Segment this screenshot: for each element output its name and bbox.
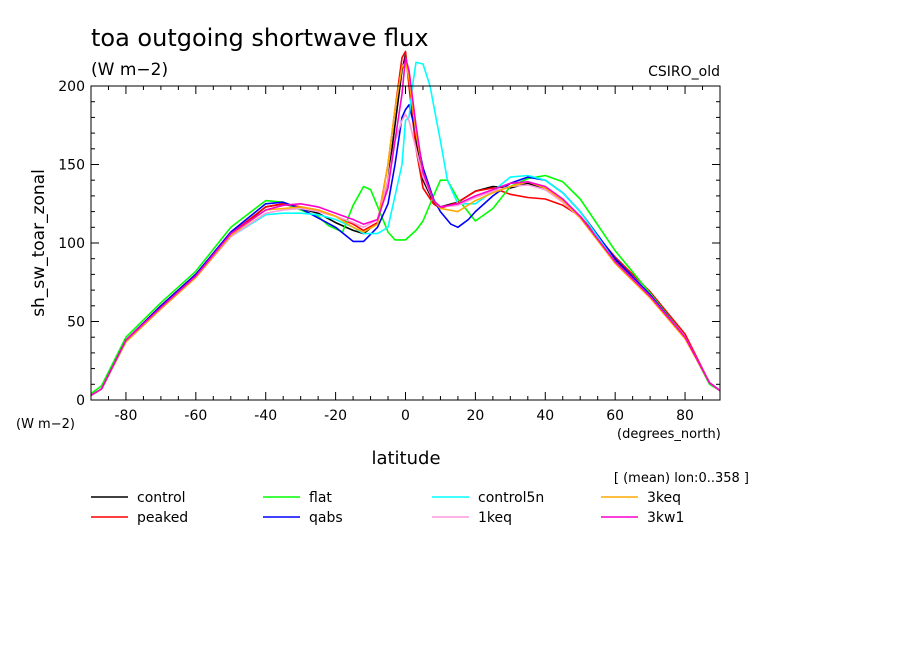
series-line-control <box>90 53 721 396</box>
legend-label-flat: flat <box>309 490 332 506</box>
series-line-qabs <box>90 104 721 396</box>
chart-subtitle: (W m−2) <box>91 60 168 80</box>
x-tick-label: -80 <box>115 408 138 424</box>
model-label: CSIRO_old <box>648 64 720 80</box>
x-tick-label: 80 <box>676 408 694 424</box>
legend: control peaked flat qabs control5n 1keq 3keq 3k… <box>91 490 684 526</box>
plot-lines <box>90 50 721 396</box>
series-line-peaked <box>90 50 721 396</box>
legend-label-3keq: 3keq <box>647 490 681 506</box>
x-tick-label: 0 <box>401 408 410 424</box>
legend-label-3kw1: 3kw1 <box>647 510 684 526</box>
plot-frame <box>90 85 721 401</box>
y-tick-label: 50 <box>67 315 85 331</box>
series-line-control5n <box>90 61 721 396</box>
chart-title: toa outgoing shortwave flux <box>91 24 429 52</box>
y-tick-label: 150 <box>58 158 85 174</box>
legend-label-qabs: qabs <box>309 510 343 526</box>
x-axis-ticks: -80 -60 -40 -20 0 20 40 60 80 <box>90 86 721 424</box>
y-axis-label: sh_sw_toar_zonal <box>29 169 49 317</box>
y-axis-units: (W m−2) <box>16 417 75 432</box>
x-tick-label: 20 <box>466 408 484 424</box>
x-axis-units: (degrees_north) <box>617 427 721 442</box>
y-axis-ticks: 0 50 100 150 200 <box>58 79 720 409</box>
y-tick-label: 200 <box>58 79 85 95</box>
x-tick-label: 60 <box>606 408 624 424</box>
series-line-flat <box>90 174 721 395</box>
series-line-1keq <box>90 113 721 396</box>
y-tick-label: 0 <box>76 393 85 409</box>
averaging-note: [ (mean) lon:0..358 ] <box>614 471 749 486</box>
x-tick-label: -60 <box>184 408 207 424</box>
y-tick-label: 100 <box>58 236 85 252</box>
legend-label-1keq: 1keq <box>478 510 512 526</box>
x-tick-label: 40 <box>536 408 554 424</box>
series-line-3kw1 <box>90 56 721 396</box>
legend-label-control5n: control5n <box>478 490 544 506</box>
x-axis-label: latitude <box>371 448 440 469</box>
legend-label-control: control <box>137 490 186 506</box>
series-line-3keq <box>90 61 721 396</box>
x-tick-label: -40 <box>254 408 277 424</box>
x-tick-label: -20 <box>324 408 347 424</box>
legend-label-peaked: peaked <box>137 510 188 526</box>
